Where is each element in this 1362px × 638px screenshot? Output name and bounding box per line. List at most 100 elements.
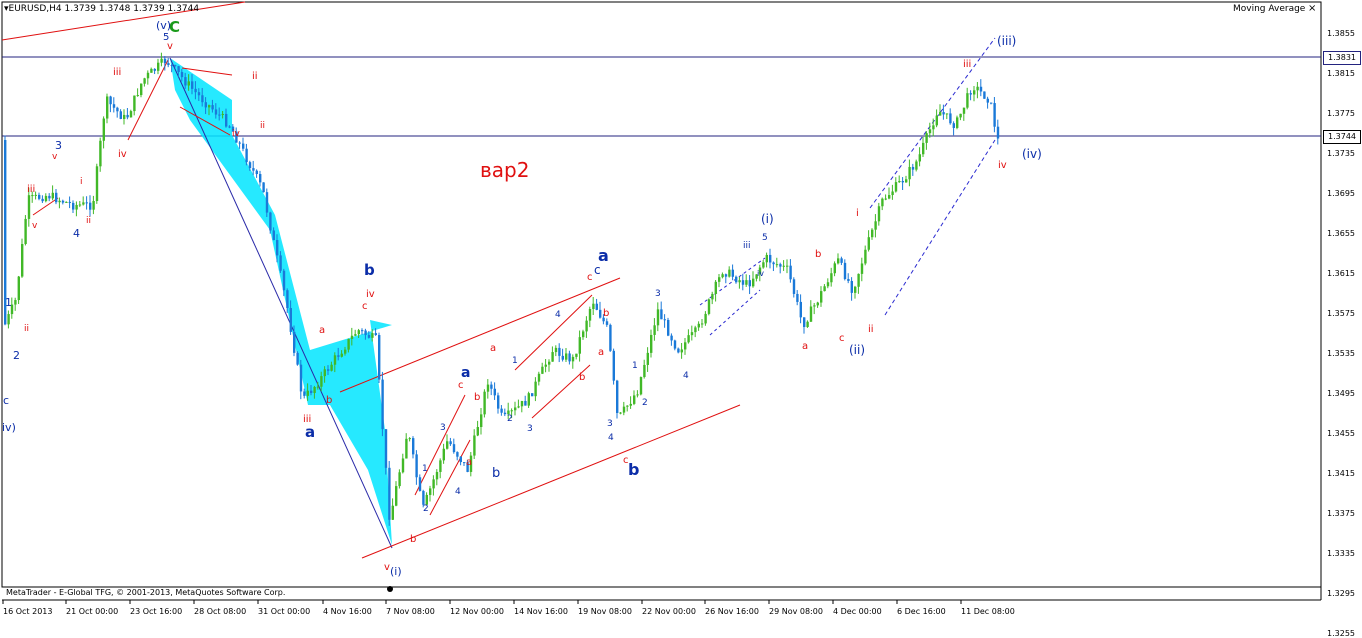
channel-line-upper[interactable] <box>339 277 621 393</box>
wave-label: a <box>305 423 316 441</box>
candle-body <box>558 347 561 356</box>
small-channel-3[interactable] <box>429 439 471 516</box>
time-label: 31 Oct 00:00 <box>258 607 311 616</box>
candle-body <box>17 276 20 301</box>
candle-body <box>650 334 653 353</box>
candle-body <box>194 88 197 93</box>
candle-body <box>833 263 836 274</box>
downtrend-line[interactable] <box>169 57 393 549</box>
chart-annotation: вар2 <box>480 158 530 182</box>
candle-body <box>259 174 262 183</box>
candle-body <box>616 380 619 413</box>
candle-body <box>986 98 989 103</box>
wave-label: b <box>628 460 640 479</box>
candle-body <box>993 103 996 127</box>
indicator-label[interactable]: Moving Average <box>1233 4 1306 14</box>
small-channel-4[interactable] <box>514 294 593 371</box>
wave-label: a <box>319 325 326 336</box>
wave-label: b <box>364 261 375 279</box>
time-label: 4 Dec 00:00 <box>833 607 882 616</box>
candle-body <box>208 105 211 108</box>
candle-body <box>520 400 524 407</box>
small-channel-5[interactable] <box>531 364 591 419</box>
price-tick: 1.3655 <box>1327 229 1355 238</box>
candle-body <box>109 96 112 105</box>
small-channel-2[interactable] <box>414 394 466 496</box>
candle-body <box>765 254 768 263</box>
wave-label: iv <box>232 129 240 139</box>
candle-body <box>306 390 309 396</box>
candle-body <box>554 347 558 353</box>
candle-body <box>830 273 833 283</box>
candle-body <box>279 255 282 271</box>
chart-menu-icon[interactable]: ▾ <box>4 4 9 14</box>
candle-body <box>388 467 391 520</box>
candle-body <box>942 112 945 115</box>
small-channel-7[interactable] <box>179 106 231 136</box>
time-label: 12 Nov 00:00 <box>450 607 504 616</box>
wave-label: c <box>839 333 845 344</box>
dashed-channel-top[interactable] <box>869 37 996 209</box>
wave-label: 4 <box>455 487 461 497</box>
dashed-channel-small-bottom[interactable] <box>709 289 761 336</box>
time-label: 23 Oct 16:00 <box>130 607 183 616</box>
candle-body <box>146 72 150 79</box>
candle-body <box>877 206 881 222</box>
candle-body <box>854 286 857 293</box>
channel-line-top-left[interactable] <box>1 1 246 41</box>
dashed-channel-bottom[interactable] <box>884 139 996 316</box>
candle-body <box>242 143 245 149</box>
candle-body <box>282 270 286 291</box>
candle-body <box>89 202 92 210</box>
candle-body <box>140 83 143 96</box>
candle-body <box>622 406 626 413</box>
time-label: 6 Dec 16:00 <box>897 607 946 616</box>
time-label: 7 Nov 08:00 <box>386 607 435 616</box>
candle-body <box>517 406 520 408</box>
candle-body <box>949 113 952 124</box>
anchor-dot[interactable] <box>387 586 393 592</box>
wave-label: c <box>587 272 593 283</box>
price-chart[interactable] <box>0 0 1362 622</box>
candle-body <box>412 438 415 455</box>
candle-body <box>660 309 663 320</box>
candle-body <box>843 262 847 280</box>
candle-body <box>816 302 819 306</box>
current-price-badge: 1.3744 <box>1323 130 1361 144</box>
candle-body <box>378 335 381 380</box>
small-channel-6[interactable] <box>181 67 233 76</box>
wave-label: 5 <box>163 32 170 43</box>
candle-body <box>769 254 772 263</box>
wave-label: iv <box>366 289 375 300</box>
channel-line-lower[interactable] <box>361 404 741 559</box>
candle-body <box>684 342 687 350</box>
candle-body <box>374 333 377 336</box>
price-tick: 1.3335 <box>1327 549 1355 558</box>
candle-body <box>667 319 670 336</box>
wave-label: c <box>594 263 601 277</box>
candle-body <box>673 340 677 349</box>
candle-body <box>568 353 571 362</box>
candle-body <box>945 113 949 115</box>
candle-body <box>354 334 357 336</box>
small-channel-8[interactable] <box>127 59 169 141</box>
candle-body <box>55 192 58 203</box>
candle-body <box>758 267 762 275</box>
candle-body <box>126 114 129 118</box>
wave-label: (ii) <box>849 343 866 357</box>
wave-label: iii <box>113 67 122 78</box>
candle-body <box>255 170 258 175</box>
candle-body <box>806 321 809 327</box>
candle-body <box>670 335 673 341</box>
candle-body <box>694 327 697 333</box>
candle-body <box>565 353 568 360</box>
candle-body <box>646 352 649 365</box>
candle-body <box>976 86 979 91</box>
price-tick: 1.3775 <box>1327 109 1355 118</box>
indicator-close-icon[interactable]: × <box>1308 3 1317 14</box>
small-channel-1[interactable] <box>32 197 59 216</box>
dashed-channel-small-top[interactable] <box>699 257 766 306</box>
candle-body <box>276 240 279 256</box>
wave-label: (i) <box>761 212 774 226</box>
